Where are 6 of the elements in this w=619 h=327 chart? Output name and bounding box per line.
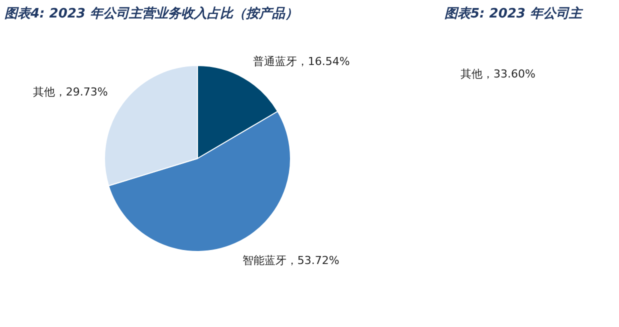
chart-title: 图表4: 2023 年公司主营业务收入占比（按产品）	[4, 6, 298, 22]
slice-label: 其他，29.73%	[32, 86, 108, 99]
slice-label: 普通蓝牙，16.54%	[252, 55, 350, 68]
slice-label: 智能蓝牙，53.72%	[242, 254, 340, 268]
text: 图表5: 2023 年公司主	[444, 6, 584, 22]
text: 其他，33.60%	[460, 68, 536, 80]
